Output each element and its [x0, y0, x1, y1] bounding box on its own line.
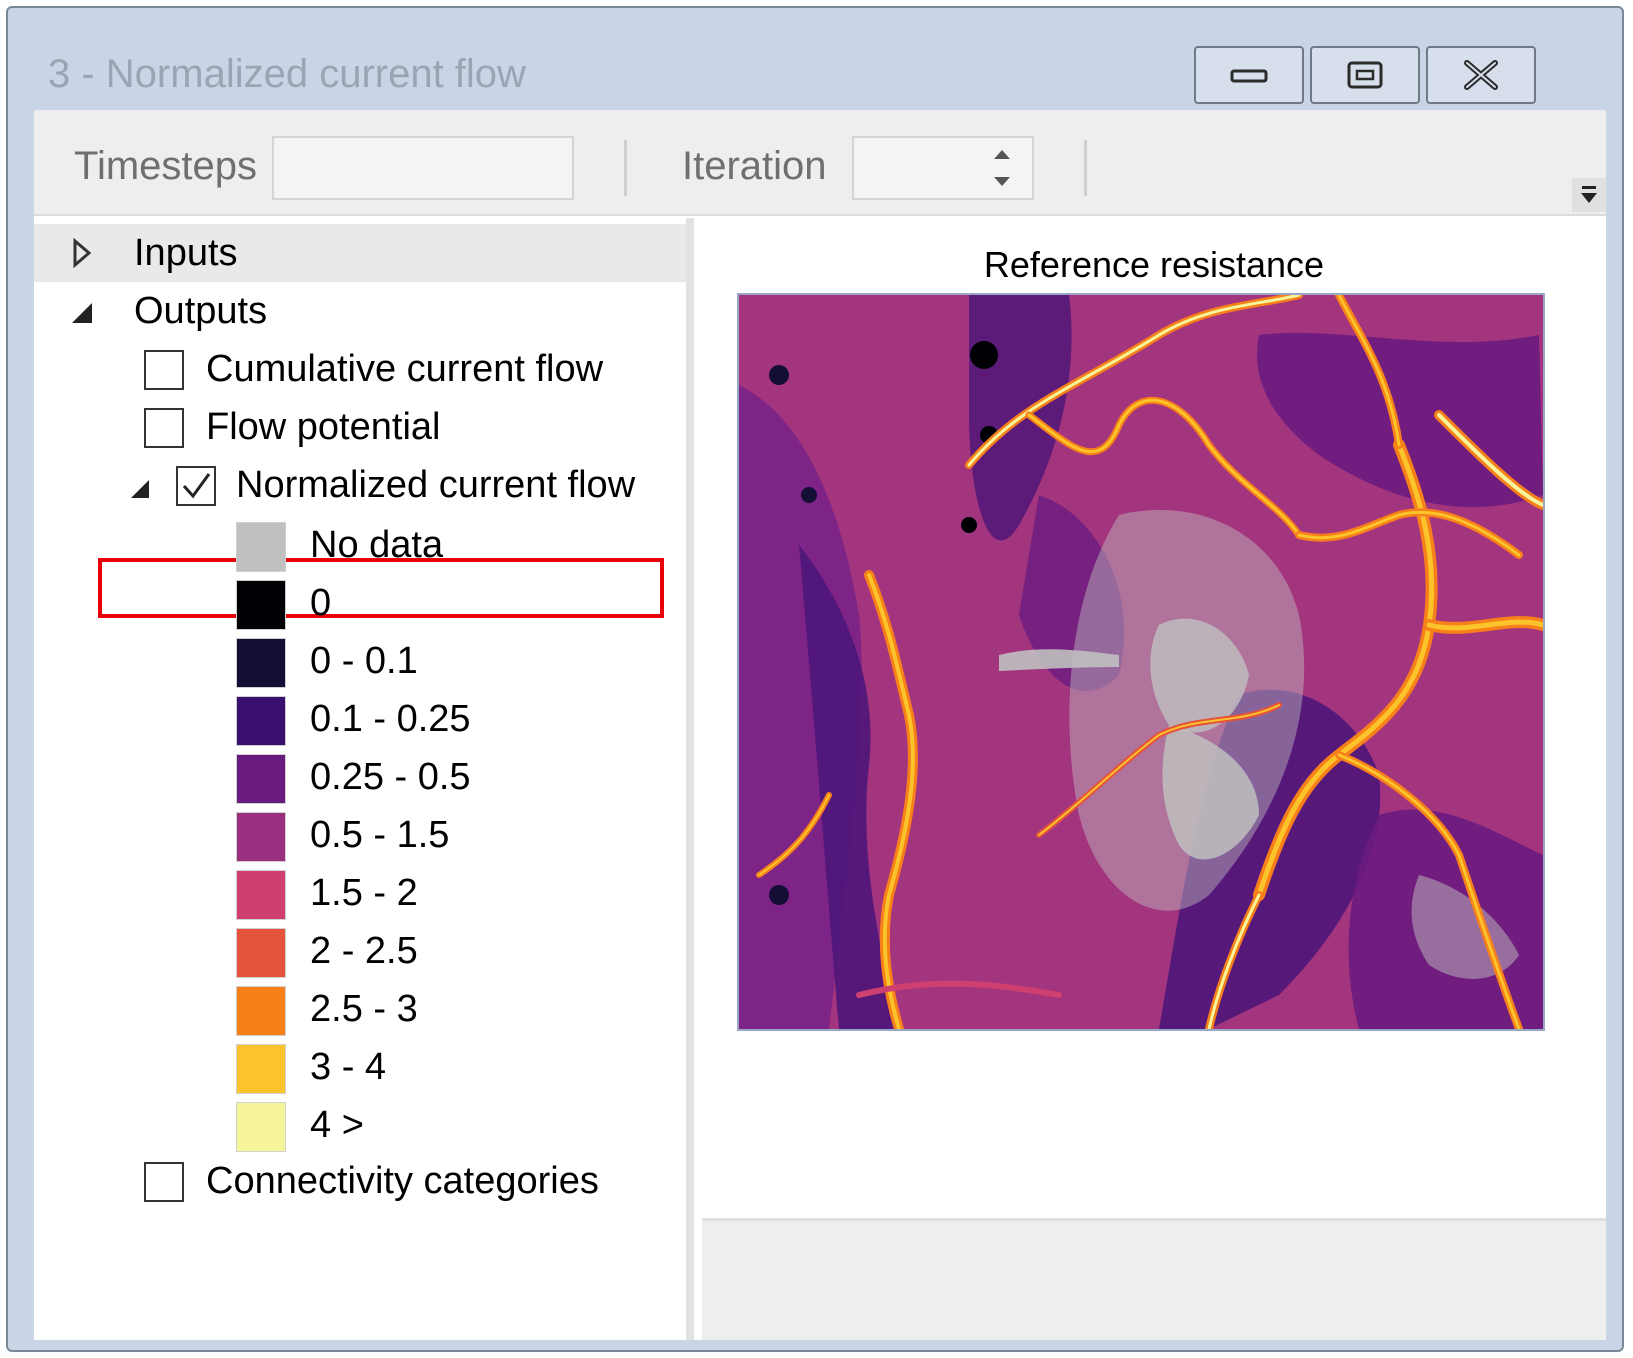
iteration-label: Iteration [682, 144, 827, 188]
legend-label: 3 - 4 [310, 1046, 387, 1088]
tree-node-label: Inputs [134, 232, 238, 274]
legend-swatch [236, 870, 286, 920]
window-content: Timesteps Iteration [34, 110, 1606, 1340]
toolbar: Timesteps Iteration [34, 110, 1606, 216]
checkbox-checked[interactable] [176, 466, 216, 506]
tree-node-flow-potential[interactable]: Flow potential [34, 398, 686, 456]
checkbox[interactable] [144, 1162, 184, 1202]
iteration-up-button[interactable] [986, 140, 1018, 168]
legend-swatch [236, 696, 286, 746]
minimize-icon [1230, 69, 1268, 83]
chevron-up-icon [994, 150, 1010, 159]
checkmark-icon [182, 473, 211, 499]
legend-swatch [236, 638, 286, 688]
tree-node-label: Connectivity categories [206, 1160, 599, 1202]
raster-map-image [739, 295, 1543, 1029]
legend-swatch [236, 986, 286, 1036]
tree-node-normalized-current-flow[interactable]: Normalized current flow [34, 456, 686, 514]
legend-swatch [236, 1102, 286, 1152]
checkbox[interactable] [144, 408, 184, 448]
overflow-chevron-icon [1581, 186, 1597, 203]
legend-label: 2.5 - 3 [310, 988, 418, 1030]
layers-tree: Inputs Outputs Cumulative current flow F… [34, 218, 694, 1340]
close-button[interactable] [1426, 46, 1536, 104]
minimize-button[interactable] [1194, 46, 1304, 104]
legend-label: 2 - 2.5 [310, 930, 418, 972]
legend-swatch [236, 1044, 286, 1094]
legend-swatch [236, 522, 286, 572]
legend-label: No data [310, 524, 444, 566]
tree-node-label: Normalized current flow [236, 464, 636, 506]
window-title: 3 - Normalized current flow [48, 52, 526, 96]
map-panel: Reference resistance [702, 218, 1606, 1340]
legend-label: 0.5 - 1.5 [310, 814, 450, 856]
tree-node-outputs[interactable]: Outputs [34, 282, 686, 340]
map-title: Reference resistance [983, 244, 1325, 285]
maximize-button[interactable] [1310, 46, 1420, 104]
legend-label: 0.1 - 0.25 [310, 698, 471, 740]
selection-highlight [98, 558, 664, 618]
checkbox[interactable] [144, 350, 184, 390]
legend-swatch [236, 580, 286, 630]
app-window: 3 - Normalized current flow Timesteps It… [6, 6, 1624, 1352]
toolbar-overflow-button[interactable] [1572, 178, 1606, 212]
toolbar-separator [624, 140, 627, 196]
close-icon [1464, 60, 1498, 90]
legend-label: 0 - 0.1 [310, 640, 418, 682]
tree-node-label: Cumulative current flow [206, 348, 604, 390]
collapse-icon[interactable] [128, 474, 152, 504]
tree-node-inputs[interactable]: Inputs [34, 224, 686, 282]
tree-node-connectivity-categories[interactable]: Connectivity categories [34, 1152, 686, 1210]
legend-label: 0.25 - 0.5 [310, 756, 471, 798]
collapse-icon[interactable] [70, 298, 94, 328]
tree-node-cumulative-current-flow[interactable]: Cumulative current flow [34, 340, 686, 398]
legend-swatch [236, 928, 286, 978]
timesteps-input[interactable] [272, 136, 574, 200]
expand-icon[interactable] [70, 238, 94, 268]
maximize-icon [1347, 61, 1383, 89]
toolbar-separator [1084, 140, 1087, 196]
timesteps-label: Timesteps [74, 144, 258, 188]
map-status-bar [702, 1218, 1606, 1340]
chevron-down-icon [994, 177, 1010, 186]
iteration-down-button[interactable] [986, 168, 1018, 196]
raster-map[interactable] [737, 293, 1545, 1031]
legend-label: 1.5 - 2 [310, 872, 418, 914]
iteration-stepper[interactable] [852, 136, 1034, 200]
legend-swatch [236, 754, 286, 804]
legend-label: 0 [310, 582, 332, 624]
legend-swatch [236, 812, 286, 862]
tree-node-label: Outputs [134, 290, 268, 332]
tree-node-label: Flow potential [206, 406, 441, 448]
legend-label: 4 > [310, 1104, 364, 1146]
